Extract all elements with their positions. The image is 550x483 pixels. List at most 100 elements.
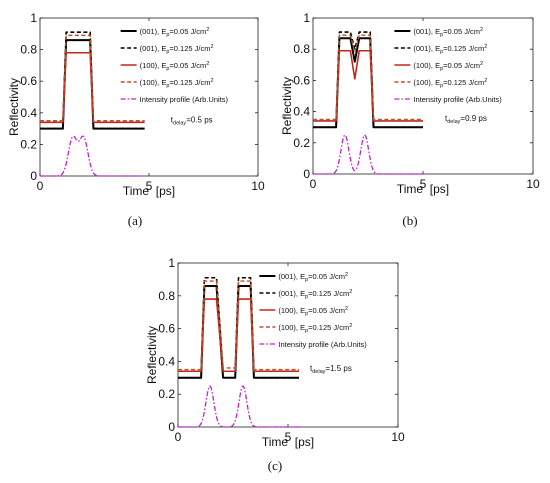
legend-label-rest: =0.125 J/cm [308, 289, 349, 298]
x-axis-label: Time [ps] [397, 182, 449, 196]
legend-label-sup: 2 [480, 27, 483, 33]
y-tick-label: 0.8 [20, 43, 37, 57]
legend-entry-5: Intensity profile (Arb.Units) [278, 340, 367, 349]
legend-label-sup: 2 [345, 272, 348, 278]
legend-label-sup: 2 [345, 306, 348, 312]
y-tick-label: 0.8 [158, 289, 175, 303]
legend-label: Intensity profile (Arb.Units) [278, 340, 367, 349]
delay-annotation-t: t [171, 115, 174, 124]
legend-label: Intensity profile (Arb.Units) [413, 95, 502, 104]
legend-entry-2: (001), Ep=0.125 J/cm2 [140, 44, 214, 55]
x-axis-label: Time [ps] [123, 184, 175, 198]
legend-label-sub: p [166, 32, 169, 38]
y-axis-label: Reflectivity [145, 326, 159, 384]
delay-annotation-t: t [445, 114, 448, 123]
series-line-5 [313, 134, 423, 175]
legend-label-rest: =0.05 J/cm [443, 61, 480, 70]
legend-label-sup: 2 [484, 44, 487, 50]
legend-entry-1: (001), Ep=0.05 J/cm2 [140, 27, 210, 38]
legend-entry-1: (001), Ep=0.05 J/cm2 [278, 272, 348, 283]
y-tick-label: 0.4 [293, 105, 310, 119]
y-tick-label: 0.4 [158, 354, 175, 368]
y-tick-label: 0.4 [20, 106, 37, 120]
legend-label-sup: 2 [480, 61, 483, 67]
legend-label: (100), E [278, 323, 305, 332]
legend-entry-2: (001), Ep=0.125 J/cm2 [278, 289, 352, 300]
legend-entry-1: (001), Ep=0.05 J/cm2 [413, 27, 483, 38]
series-line-4 [40, 34, 145, 122]
delay-annotation-t: t [310, 364, 313, 373]
y-tick-label: 0 [303, 167, 310, 181]
legend-label-sup: 2 [206, 27, 209, 33]
delay-annotation-sub: delay [173, 120, 186, 126]
x-tick-label: 10 [391, 430, 405, 444]
x-tick-label: 10 [526, 177, 540, 191]
legend-label-sub: p [305, 328, 308, 334]
delay-annotation-sub: delay [447, 119, 460, 125]
panel-label: (b) [402, 213, 417, 228]
y-tick-label: 0.8 [293, 42, 310, 56]
legend-label-rest: =0.05 J/cm [308, 306, 345, 315]
panel-label: (a) [128, 213, 142, 228]
y-tick-label: 0.2 [158, 387, 175, 401]
y-tick-label: 0.6 [20, 74, 37, 88]
panel-label: (c) [268, 458, 282, 473]
legend-label-sup: 2 [349, 323, 352, 329]
x-tick-label: 5 [146, 179, 153, 193]
legend-label-rest: =0.125 J/cm [443, 44, 484, 53]
x-tick-label: 5 [285, 430, 292, 444]
legend-label-sub: p [166, 49, 169, 55]
x-tick-label: 5 [420, 177, 427, 191]
legend-label-rest: =0.05 J/cm [308, 272, 345, 281]
series-line-3 [313, 49, 423, 122]
legend-label-rest: =0.125 J/cm [443, 78, 484, 87]
series-line-5 [178, 385, 299, 428]
legend-entry-4: (100), Ep=0.125 J/cm2 [413, 78, 487, 89]
legend-label-rest: =0.125 J/cm [308, 323, 349, 332]
legend-entry-5: Intensity profile (Arb.Units) [140, 95, 229, 104]
legend-label-sub: p [440, 66, 443, 72]
y-tick-label: 0 [30, 169, 37, 183]
legend-label: (100), E [413, 61, 440, 70]
legend-entry-4: (100), Ep=0.125 J/cm2 [140, 78, 214, 89]
legend-label-sup: 2 [210, 78, 213, 84]
x-axis-label: Time [ps] [262, 435, 314, 449]
legend-entry-4: (100), Ep=0.125 J/cm2 [278, 323, 352, 334]
legend-label: (100), E [278, 306, 305, 315]
legend-label-sub: p [305, 294, 308, 300]
legend-label-sub: p [166, 83, 169, 89]
legend-label-sup: 2 [484, 78, 487, 84]
series-line-4 [178, 280, 299, 371]
legend-label-rest: =0.05 J/cm [169, 27, 206, 36]
legend-entry-3: (100), Ep=0.05 J/cm2 [140, 61, 210, 72]
delay-annotation-value: =1.5 ps [325, 364, 351, 373]
legend-label-sub: p [305, 311, 308, 317]
legend-label: Intensity profile (Arb.Units) [140, 95, 229, 104]
legend-label-rest: =0.05 J/cm [169, 61, 206, 70]
delay-annotation-value: =0.5 ps [186, 115, 212, 124]
y-tick-label: 1 [303, 11, 310, 25]
y-tick-label: 0.2 [20, 137, 37, 151]
legend-label: (001), E [140, 27, 167, 36]
y-tick-label: 0.6 [293, 73, 310, 87]
series-line-2 [40, 31, 145, 130]
legend-entry-2: (001), Ep=0.125 J/cm2 [413, 44, 487, 55]
delay-annotation: tdelay=1.5 ps [310, 364, 352, 375]
legend-label-sub: p [440, 32, 443, 38]
legend-label-rest: =0.05 J/cm [443, 27, 480, 36]
legend-label-sup: 2 [206, 61, 209, 67]
y-tick-label: 1 [30, 11, 37, 25]
series-line-4 [313, 34, 423, 121]
y-tick-label: 1 [168, 256, 175, 270]
y-axis-label: Reflectivity [280, 77, 294, 135]
legend-label-sub: p [440, 49, 443, 55]
legend-entry-3: (100), Ep=0.05 J/cm2 [278, 306, 348, 317]
x-tick-label: 0 [310, 177, 317, 191]
legend-label: (001), E [278, 272, 305, 281]
